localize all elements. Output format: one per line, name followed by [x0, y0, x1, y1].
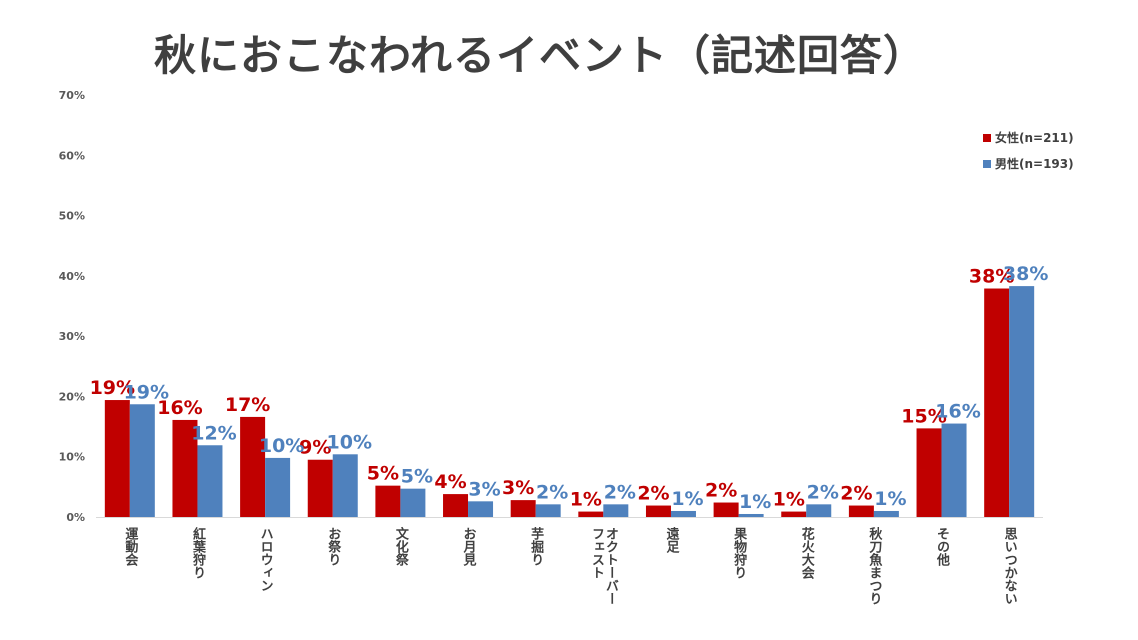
- data-label-female: 5%: [367, 463, 399, 485]
- bar-male: [738, 513, 764, 517]
- y-tick-label: 70%: [59, 89, 85, 102]
- data-label-male: 1%: [671, 488, 703, 510]
- category-label: お月見: [461, 527, 478, 567]
- category-label: オクトーバー: [603, 527, 619, 605]
- data-label-female: 2%: [705, 480, 737, 502]
- category-label: 芋掘り: [528, 526, 544, 566]
- data-label-male: 16%: [935, 401, 980, 423]
- category-label: 秋刀魚まつり: [866, 526, 882, 605]
- bar-female: [172, 419, 198, 517]
- data-label-male: 19%: [124, 381, 169, 403]
- category-label: ハロウィン: [258, 527, 274, 592]
- bar-male: [332, 454, 358, 517]
- data-label-male: 10%: [327, 431, 372, 453]
- bar-male: [265, 457, 291, 517]
- bar-female: [781, 511, 807, 517]
- bar-male: [873, 510, 899, 517]
- bar-male: [197, 445, 223, 517]
- data-label-male: 38%: [1003, 263, 1048, 285]
- bar-male: [1009, 286, 1035, 517]
- data-label-male: 2%: [807, 481, 839, 503]
- y-tick-label: 30%: [59, 330, 85, 343]
- category-label: 運動会: [122, 527, 138, 567]
- data-label-male: 5%: [401, 466, 433, 488]
- category-label: 果物狩り: [731, 527, 748, 579]
- category-label: 花火大会: [799, 526, 815, 580]
- data-label-male: 2%: [604, 481, 636, 503]
- y-tick-label: 0%: [66, 511, 85, 524]
- bar-female: [916, 428, 942, 517]
- y-tick-label: 40%: [59, 270, 85, 283]
- data-label-female: 38%: [969, 266, 1014, 288]
- data-label-female: 9%: [299, 437, 331, 459]
- bar-female: [578, 511, 604, 517]
- bar-female: [240, 416, 266, 517]
- data-label-female: 4%: [434, 471, 466, 493]
- bar-female: [104, 400, 130, 517]
- y-tick-label: 10%: [59, 451, 85, 464]
- bar-female: [848, 505, 874, 517]
- bar-female: [984, 288, 1010, 517]
- y-tick-label: 50%: [59, 210, 85, 223]
- data-label-female: 17%: [225, 394, 270, 416]
- data-label-female: 1%: [570, 489, 602, 511]
- bar-female: [713, 502, 739, 517]
- data-label-female: 15%: [901, 405, 946, 427]
- bar-male: [468, 501, 494, 517]
- data-label-female: 19%: [90, 377, 135, 399]
- data-label-male: 2%: [536, 481, 568, 503]
- chart-title: 秋におこなわれるイベント（記述回答）: [154, 31, 926, 80]
- data-label-female: 2%: [840, 483, 872, 505]
- data-label-female: 2%: [637, 483, 669, 505]
- bar-male: [129, 404, 155, 517]
- data-label-male: 1%: [739, 491, 771, 513]
- bar-male: [670, 510, 696, 517]
- data-label-male: 1%: [874, 488, 906, 510]
- bar-male: [603, 504, 629, 517]
- bar-female: [443, 494, 469, 517]
- legend-swatch-female: [983, 134, 991, 142]
- bar-female: [645, 505, 671, 517]
- bar-male: [941, 423, 967, 517]
- category-label: フェスト: [589, 527, 604, 579]
- data-label-male: 3%: [468, 478, 500, 500]
- category-label: 思いつかない: [1002, 527, 1018, 605]
- data-label-female: 1%: [773, 489, 805, 511]
- data-label-female: 3%: [502, 477, 534, 499]
- legend-label-male: 男性(n=193): [995, 156, 1074, 171]
- bar-male: [400, 488, 426, 517]
- category-label: 遠足: [663, 526, 679, 554]
- y-tick-label: 20%: [59, 390, 85, 403]
- category-label: 文化祭: [393, 526, 410, 567]
- y-tick-label: 60%: [59, 149, 85, 162]
- bar-female: [510, 500, 536, 517]
- category-label: 紅葉狩り: [190, 526, 207, 579]
- bar-female: [307, 459, 333, 517]
- category-label: お祭り: [325, 527, 342, 566]
- data-label-female: 16%: [157, 397, 202, 419]
- legend-label-female: 女性(n=211): [995, 130, 1074, 145]
- data-label-male: 12%: [191, 422, 236, 444]
- category-label: その他: [934, 527, 951, 567]
- legend-swatch-male: [983, 160, 991, 168]
- bar-male: [535, 504, 561, 517]
- bar-male: [806, 504, 832, 517]
- bar-female: [375, 485, 401, 517]
- data-label-male: 10%: [259, 435, 304, 457]
